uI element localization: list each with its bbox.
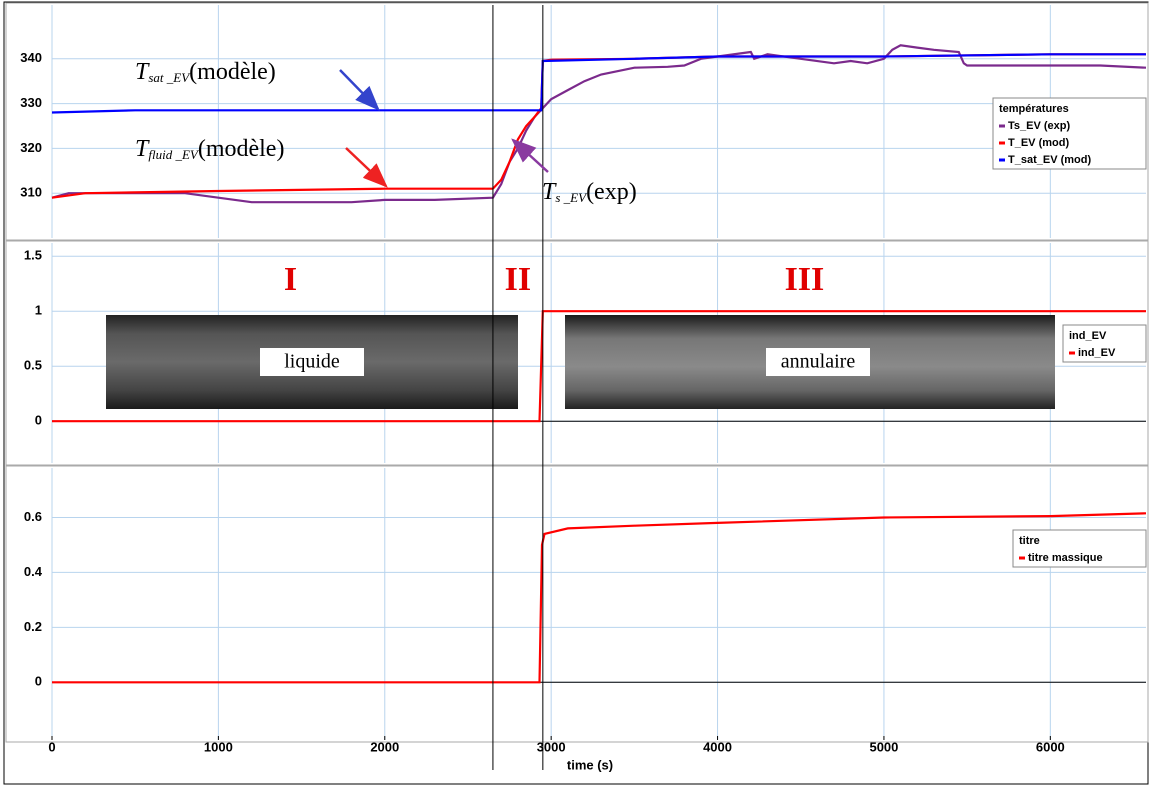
annotation: Tsat _EV(modèle) (135, 59, 276, 85)
panel-frame (5, 2, 1149, 241)
annotation-arrow (345, 147, 388, 188)
y-tick-label: 310 (20, 185, 42, 200)
legend-box (1062, 324, 1147, 363)
y-tick-label: 320 (20, 140, 42, 155)
legend-label: ind_EV (1078, 347, 1116, 359)
flow-image-label-box (766, 348, 870, 376)
x-tick-label: 1000 (204, 739, 233, 754)
annotation-main: T (542, 179, 557, 205)
x-tick-label: 3000 (537, 739, 566, 754)
annotation-sub: sat _EV (148, 70, 191, 85)
legend-title: ind_EV (1069, 330, 1107, 342)
annotation-main: T (135, 59, 150, 85)
y-tick-label: 0.5 (24, 358, 42, 373)
legend-label: T_EV (mod) (1008, 137, 1069, 149)
region-label: III (785, 261, 825, 298)
legend-label: Ts_EV (exp) (1008, 120, 1070, 132)
legend-label: titre massique (1028, 552, 1103, 564)
x-tick-label: 4000 (703, 739, 732, 754)
legend-title: températures (999, 103, 1069, 115)
flow-image-label: annulaire (781, 351, 856, 373)
y-tick-label: 330 (20, 95, 42, 110)
annotation-sub: s _EV (555, 190, 588, 205)
y-tick-label: 0.2 (24, 619, 42, 634)
region-label: II (505, 261, 531, 298)
y-tick-label: 0 (35, 413, 42, 428)
series-line (52, 310, 1146, 423)
annotation-suffix: (exp) (586, 179, 637, 205)
flow-image-label-box (260, 348, 364, 376)
annotation-suffix: (modèle) (198, 136, 285, 162)
y-tick-label: 0.4 (24, 564, 43, 579)
annotation-sub: fluid _EV (148, 147, 200, 162)
annotation-suffix: (modèle) (189, 59, 276, 85)
annotation-arrow (511, 138, 549, 173)
x-tick-label: 0 (48, 739, 55, 754)
legend-label: T_sat_EV (mod) (1008, 154, 1091, 166)
region-label: I (284, 261, 297, 298)
y-tick-label: 340 (20, 50, 42, 65)
x-tick-label: 6000 (1036, 739, 1065, 754)
panel-frame (5, 240, 1149, 466)
annotation-arrow (339, 69, 380, 111)
legend-title: titre (1019, 535, 1040, 547)
x-tick-label: 5000 (869, 739, 898, 754)
panel-frame (5, 465, 1149, 743)
flow-image-label: liquide (284, 351, 340, 373)
y-tick-label: 0 (35, 674, 42, 689)
y-tick-label: 1.5 (24, 248, 42, 263)
x-tick-label: 2000 (370, 739, 399, 754)
annotation-main: T (135, 136, 150, 162)
y-tick-label: 0.6 (24, 509, 42, 524)
y-tick-label: 1 (35, 303, 42, 318)
annotation: Tfluid _EV(modèle) (135, 136, 284, 162)
legend-box (1012, 529, 1147, 568)
annotation: Ts _EV(exp) (542, 179, 637, 205)
series-line (51, 53, 1146, 114)
legend-box (992, 97, 1147, 170)
series-line (52, 512, 1147, 684)
x-axis-label: time (s) (567, 757, 613, 772)
series-line (51, 44, 1147, 204)
